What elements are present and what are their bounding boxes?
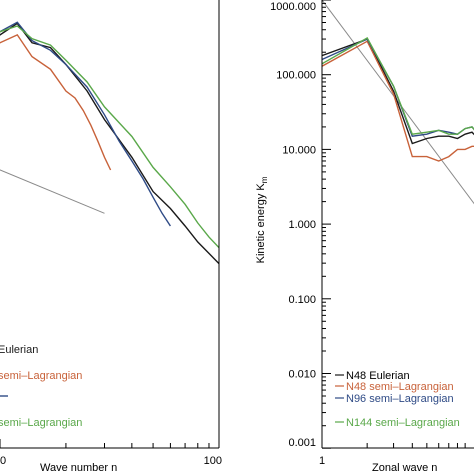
right-legend-entry-2: N48 semi–Lagrangian — [346, 381, 454, 393]
left-x-tick-label: 100 — [204, 455, 222, 467]
left-x-axis-title: Wave number n — [40, 462, 117, 474]
left-legend: Eulerian semi–Lagrangian semi–Lagrangian — [0, 344, 82, 429]
left-legend-entry-1: Eulerian — [0, 344, 38, 356]
right-series-group — [322, 37, 474, 162]
right-y-tick-label: 10.000 — [282, 144, 316, 156]
left-series-line-3 — [0, 21, 171, 227]
right-y-tick-label: 1.000 — [288, 219, 316, 231]
right-x-axis-title: Zonal wave n — [372, 462, 437, 474]
left-legend-entry-2: semi–Lagrangian — [0, 370, 82, 382]
right-x-tick-label: 1 — [319, 455, 325, 467]
right-reference-line — [322, 0, 474, 205]
right-y-tick-label: 0.100 — [288, 294, 316, 306]
right-y-axis-title-main: Kinetic energy K — [255, 183, 267, 264]
right-legend-entry-4: N144 semi–Lagrangian — [346, 417, 460, 429]
right-y-tick-label: 0.001 — [288, 437, 316, 449]
right-y-ticks: 1000.000 100.000 10.000 1.000 0.100 0.010 0.00… — [270, 0, 331, 449]
right-y-tick-label: 1000.000 — [270, 1, 316, 13]
left-x-ticks: 10 100 — [0, 439, 222, 467]
right-series-line-2 — [322, 40, 474, 162]
right-plot-area — [322, 0, 474, 205]
left-legend-entry-4: semi–Lagrangian — [0, 417, 82, 429]
left-plot-area — [0, 21, 219, 265]
right-y-tick-label: 100.000 — [276, 70, 316, 82]
right-legend-entry-3: N96 semi–Lagrangian — [346, 393, 454, 405]
left-series-line-1 — [0, 22, 219, 265]
right-y-axis-title: Kinetic energy Km — [255, 176, 269, 263]
right-series-line-1 — [322, 38, 474, 145]
right-y-axis-title-subscript: m — [260, 176, 269, 183]
left-chart: 10 100 Eulerian semi–Lagrangian semi–Lagran… — [0, 0, 222, 474]
left-series-line-2 — [0, 34, 112, 171]
right-chart: 1000.000 100.000 10.000 1.000 0.100 0.010 0.00… — [255, 0, 474, 474]
right-legend-entry-1: N48 Eulerian — [346, 370, 410, 382]
left-series-line-4 — [0, 25, 219, 249]
left-series-group — [0, 21, 219, 265]
right-y-tick-label: 0.010 — [288, 369, 316, 381]
left-x-tick-label: 10 — [0, 455, 6, 467]
left-reference-line — [0, 169, 105, 214]
right-x-ticks: 1 — [319, 443, 466, 467]
right-series-line-4 — [322, 37, 474, 135]
